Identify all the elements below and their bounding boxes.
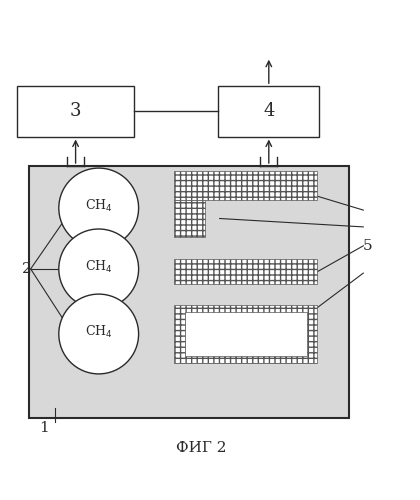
Bar [174, 171, 317, 200]
Text: ФИГ 2: ФИГ 2 [176, 441, 227, 455]
Text: 3: 3 [70, 102, 81, 120]
Bar [17, 86, 134, 136]
Text: 5: 5 [363, 239, 372, 253]
Text: CH$_4$: CH$_4$ [85, 198, 113, 214]
Bar [218, 86, 319, 136]
Text: CH$_4$: CH$_4$ [85, 324, 113, 340]
Circle shape [59, 294, 139, 374]
Bar [174, 259, 317, 284]
Bar [174, 200, 205, 237]
Bar [174, 304, 317, 364]
Text: CH$_4$: CH$_4$ [85, 259, 113, 275]
Circle shape [59, 168, 139, 248]
Bar [185, 312, 307, 356]
Text: 1: 1 [39, 422, 49, 436]
Circle shape [59, 229, 139, 309]
Text: 4: 4 [263, 102, 275, 120]
Bar [29, 166, 349, 418]
Text: 2: 2 [22, 262, 32, 276]
